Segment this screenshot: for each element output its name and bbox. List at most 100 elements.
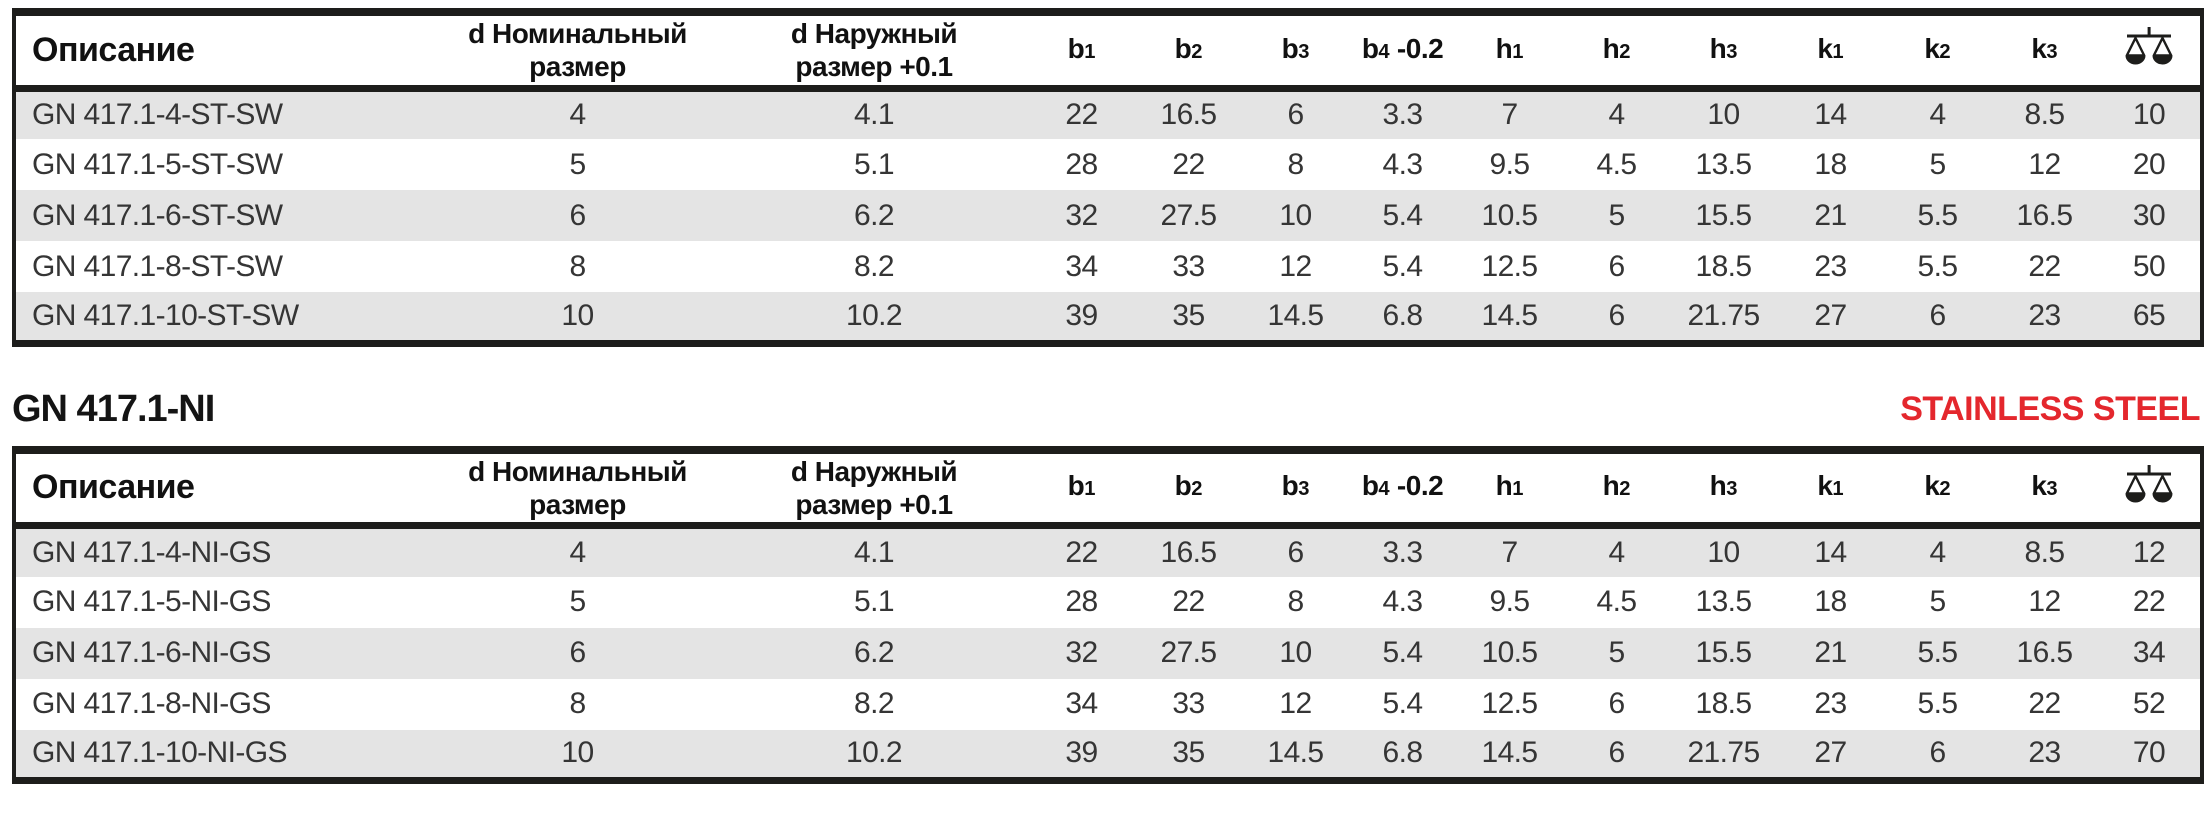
cell-b2: 33: [1172, 249, 1205, 283]
dim-letter: k: [1924, 32, 1940, 64]
cell-d-nominal: 10: [561, 298, 594, 332]
cell-weight: 22: [2132, 585, 2166, 618]
cell-b2: 22: [1172, 585, 1205, 618]
cell-b3: 8: [1287, 585, 1304, 618]
dim-letter: b: [1174, 470, 1192, 502]
table-row: GN 417.1-8-ST-SW 8 8.2 34 33 12 5.4 12.5 6 18.5 23…: [14, 241, 2202, 292]
cell-h3: 21.75: [1687, 298, 1760, 332]
cell-description: GN 417.1-5-NI-GS: [32, 585, 271, 618]
header-line: размер: [529, 488, 626, 520]
cell-d-outer: 6.2: [854, 198, 895, 232]
cell-weight: 34: [2132, 636, 2166, 669]
dim-letter: k: [2031, 32, 2047, 64]
dim-subscript: 1: [1832, 40, 1844, 63]
table-row: GN 417.1-6-ST-SW 6 6.2 32 27.5 10 5.4 10.5 5 15.5…: [14, 190, 2202, 241]
cell-h2: 6: [1608, 736, 1625, 770]
cell-description: GN 417.1-10-NI-GS: [32, 736, 288, 770]
cell-b4: 5.4: [1382, 249, 1424, 283]
column-header-d-outer: d Наружный размер +0.1: [720, 12, 1028, 92]
cell-h3: 10: [1707, 98, 1740, 132]
cell-b3: 10: [1279, 198, 1312, 232]
stainless-steel-badge: STAINLESS STEEL: [1900, 389, 2200, 428]
column-header-k2: k2: [1884, 12, 1991, 92]
cell-h1: 7: [1501, 98, 1518, 132]
cell-d-outer: 5.1: [854, 147, 895, 181]
cell-b4: 4.3: [1382, 147, 1424, 181]
table-body: GN 417.1-4-ST-SW 4 4.1 22 16.5 6 3.3 7 4 10 14 4 8.5…: [14, 88, 2202, 343]
cell-b2: 22: [1172, 147, 1205, 181]
cell-k3: 12: [2028, 585, 2061, 618]
cell-k3: 23: [2028, 736, 2061, 770]
column-header-weight: [2098, 449, 2202, 529]
cell-b2: 27.5: [1160, 198, 1218, 232]
cell-h3: 15.5: [1695, 636, 1753, 669]
cell-h2: 5: [1608, 198, 1625, 232]
dim-subscript: 1: [1084, 478, 1096, 501]
cell-h2: 5: [1608, 636, 1625, 669]
header-line: d Наружный: [790, 18, 958, 50]
cell-k3: 16.5: [2016, 636, 2074, 669]
cell-b2: 16.5: [1160, 98, 1218, 132]
cell-h2: 6: [1608, 249, 1625, 283]
cell-k3: 22: [2028, 687, 2061, 720]
column-header-k1: k1: [1777, 12, 1884, 92]
column-header-weight: [2098, 12, 2202, 92]
cell-k1: 18: [1814, 147, 1847, 181]
cell-b4: 5.4: [1382, 636, 1424, 669]
cell-k3: 8.5: [2024, 98, 2066, 132]
cell-k2: 5.5: [1917, 636, 1959, 669]
dim-subscript: 2: [1619, 40, 1631, 63]
cell-b3: 14.5: [1267, 298, 1325, 332]
cell-b4: 6.8: [1382, 736, 1424, 770]
cell-h2: 4.5: [1596, 585, 1638, 618]
table-header: Описание d Номинальный размер d Наружный раз…: [14, 12, 2202, 92]
column-header-h3: h3: [1670, 12, 1777, 92]
dim-tolerance: -0.2: [1389, 470, 1444, 502]
cell-d-outer: 8.2: [854, 249, 895, 283]
cell-k3: 23: [2028, 298, 2061, 332]
dim-letter: b: [1361, 32, 1379, 64]
cell-weight: 65: [2132, 298, 2166, 332]
cell-b1: 28: [1065, 147, 1098, 181]
dim-subscript: 1: [1512, 478, 1524, 501]
dim-letter: k: [1924, 470, 1940, 502]
table-row: GN 417.1-6-NI-GS 6 6.2 32 27.5 10 5.4 10.5 5 15.5…: [14, 627, 2202, 679]
spec-table-st-sw: Описание d Номинальный размер d Наружный раз…: [12, 8, 2204, 347]
cell-h3: 10: [1707, 535, 1740, 569]
cell-d-outer: 4.1: [854, 98, 895, 132]
section-title: GN 417.1-NI: [12, 387, 215, 430]
cell-weight: 20: [2132, 147, 2166, 181]
column-header-description: Описание: [14, 449, 435, 529]
cell-description: GN 417.1-4-ST-SW: [32, 98, 283, 132]
dim-letter: b: [1067, 32, 1085, 64]
cell-k3: 22: [2028, 249, 2061, 283]
dim-subscript: 3: [1726, 478, 1738, 501]
cell-k2: 6: [1929, 298, 1946, 332]
cell-d-outer: 5.1: [854, 585, 895, 618]
cell-d-outer: 4.1: [854, 535, 895, 569]
cell-b2: 33: [1172, 687, 1205, 720]
cell-b1: 34: [1065, 249, 1098, 283]
cell-h3: 15.5: [1695, 198, 1753, 232]
cell-d-nominal: 8: [569, 687, 586, 720]
cell-k1: 23: [1814, 687, 1847, 720]
table-row: GN 417.1-8-NI-GS 8 8.2 34 33 12 5.4 12.5 6 18.5 23…: [14, 678, 2202, 730]
table-row: GN 417.1-5-ST-SW 5 5.1 28 22 8 4.3 9.5 4.5 13.5 18…: [14, 139, 2202, 190]
cell-weight: 50: [2132, 249, 2166, 283]
cell-k1: 21: [1814, 636, 1847, 669]
cell-weight: 70: [2132, 736, 2166, 770]
dim-subscript: 4: [1378, 478, 1390, 501]
dim-letter: k: [1817, 470, 1833, 502]
column-header-b2: b2: [1135, 449, 1242, 529]
dim-subscript: 3: [2046, 40, 2058, 63]
cell-h3: 18.5: [1695, 249, 1753, 283]
cell-k2: 5.5: [1917, 198, 1959, 232]
column-header-d-nominal: d Номинальный размер: [435, 12, 720, 92]
dim-letter: h: [1709, 470, 1727, 502]
dim-subscript: 1: [1512, 40, 1524, 63]
dim-subscript: 1: [1832, 478, 1844, 501]
column-header-k1: k1: [1777, 449, 1884, 529]
dim-subscript: 2: [1939, 40, 1951, 63]
cell-k1: 27: [1814, 736, 1847, 770]
column-header-h1: h1: [1456, 449, 1563, 529]
